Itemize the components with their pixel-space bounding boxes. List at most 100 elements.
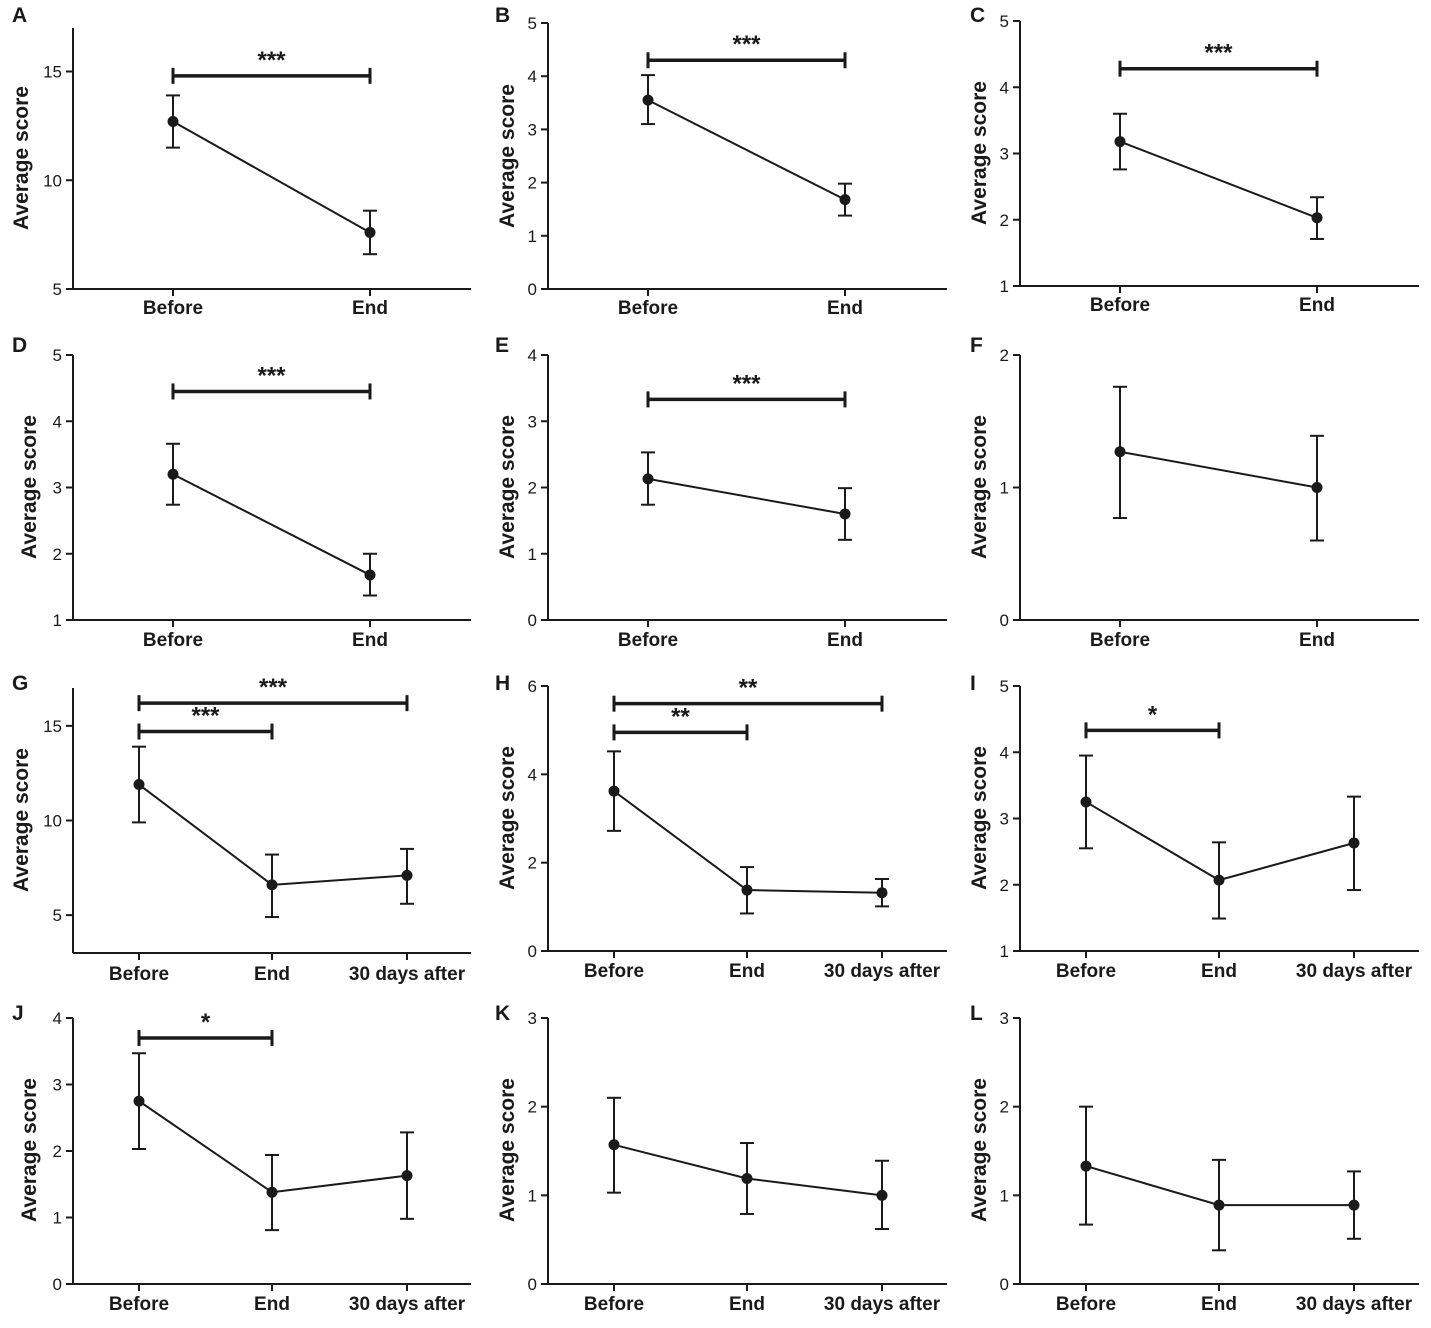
significance-label: *** xyxy=(732,31,761,58)
x-tick-label: Before xyxy=(1056,1294,1116,1315)
chart-panel-l: L 0 1 2 3 Before End 30 days after Average score xyxy=(968,1002,1419,1315)
data-point xyxy=(608,1139,620,1151)
y-tick-label: 2 xyxy=(1000,876,1009,895)
y-tick-label: 5 xyxy=(1000,677,1009,696)
chart-panel-c: C 1 2 3 4 5 Before End Average score *** xyxy=(968,4,1419,316)
y-tick-label: 4 xyxy=(528,765,537,784)
x-tick-label: Before xyxy=(109,964,169,985)
data-point xyxy=(741,1172,753,1184)
y-tick-label: 3 xyxy=(528,412,537,431)
y-tick-label: 3 xyxy=(528,120,537,139)
y-tick-label: 5 xyxy=(53,906,62,925)
x-tick-label: 30 days after xyxy=(824,961,941,982)
data-point xyxy=(1213,1199,1225,1211)
series-line xyxy=(1119,140,1318,219)
x-tick-label: Before xyxy=(584,1294,644,1315)
data-point xyxy=(1114,136,1126,148)
panel-letter: E xyxy=(495,334,509,357)
series-line xyxy=(1119,450,1318,489)
significance-label: *** xyxy=(191,703,220,730)
significance-label: * xyxy=(1148,701,1158,728)
y-tick-label: 5 xyxy=(1000,12,1009,31)
significance-label: ** xyxy=(739,675,758,702)
y-tick-label: 0 xyxy=(528,942,537,961)
y-tick-label: 2 xyxy=(528,1098,537,1117)
x-tick-label: End xyxy=(827,298,863,319)
y-axis-title: Average score xyxy=(496,1078,519,1222)
data-point xyxy=(1080,796,1092,808)
y-tick-label: 0 xyxy=(528,1275,537,1294)
x-tick-label: End xyxy=(1299,630,1335,651)
data-point xyxy=(741,884,753,896)
y-tick-label: 0 xyxy=(1000,1275,1009,1294)
data-point xyxy=(266,1186,278,1198)
y-tick-label: 0 xyxy=(53,1275,62,1294)
chart-panel-e: E 0 1 2 3 4 Before End Average score *** xyxy=(495,334,947,651)
y-tick-label: 10 xyxy=(43,171,62,190)
y-tick-label: 2 xyxy=(53,1142,62,1161)
chart-panel-j: J 0 1 2 3 4 Before End 30 days after Average scor… xyxy=(12,1002,471,1315)
x-tick-label: 30 days after xyxy=(1296,1294,1413,1315)
x-tick-label: Before xyxy=(618,630,678,651)
data-point xyxy=(167,468,179,480)
panel-letter: C xyxy=(970,4,985,27)
x-tick-label: End xyxy=(1201,1294,1237,1315)
data-point xyxy=(608,785,620,797)
data-point xyxy=(401,1170,413,1182)
data-point xyxy=(876,887,888,899)
chart-panel-h: H 0 2 4 6 Before End 30 days after Average score… xyxy=(495,672,947,982)
y-tick-label: 3 xyxy=(53,479,62,498)
series-line xyxy=(647,477,846,515)
y-axis-title: Average score xyxy=(10,748,33,892)
y-tick-label: 3 xyxy=(528,1009,537,1028)
y-tick-label: 2 xyxy=(1000,1098,1009,1117)
data-point xyxy=(1348,837,1360,849)
data-point xyxy=(364,569,376,581)
data-point xyxy=(642,94,654,106)
y-axis-title: Average score xyxy=(968,746,991,890)
y-tick-label: 15 xyxy=(43,717,62,736)
data-point xyxy=(642,473,654,485)
x-tick-label: End xyxy=(352,298,388,319)
x-tick-label: 30 days after xyxy=(349,964,466,985)
data-point xyxy=(266,879,278,891)
x-tick-label: End xyxy=(827,630,863,651)
y-tick-label: 10 xyxy=(43,812,62,831)
x-tick-label: 30 days after xyxy=(349,1294,466,1315)
x-tick-label: End xyxy=(254,1294,290,1315)
x-tick-label: Before xyxy=(1090,295,1150,316)
panel-letter: F xyxy=(970,334,983,357)
y-tick-label: 5 xyxy=(528,14,537,33)
significance-label: *** xyxy=(257,362,286,389)
y-tick-label: 2 xyxy=(528,854,537,873)
series-line xyxy=(172,120,371,234)
series-line xyxy=(172,473,371,576)
y-axis-title: Average score xyxy=(968,1078,991,1222)
significance-label: *** xyxy=(1204,40,1233,67)
y-tick-label: 15 xyxy=(43,63,62,82)
chart-panel-d: D 1 2 3 4 5 Before End Average score *** xyxy=(12,334,471,651)
y-axis-title: Average score xyxy=(496,84,519,228)
y-tick-label: 1 xyxy=(528,1186,537,1205)
y-axis-title: Average score xyxy=(968,81,991,225)
y-tick-label: 1 xyxy=(528,227,537,246)
y-tick-label: 0 xyxy=(528,611,537,630)
panel-letter: I xyxy=(970,672,976,695)
panel-letter: H xyxy=(495,672,510,695)
significance-label: * xyxy=(201,1009,211,1036)
panel-letter: L xyxy=(970,1002,983,1025)
x-tick-label: Before xyxy=(618,298,678,319)
y-axis-title: Average score xyxy=(496,415,519,559)
x-tick-label: End xyxy=(1299,295,1335,316)
data-point xyxy=(167,116,179,128)
y-tick-label: 5 xyxy=(53,280,62,299)
data-point xyxy=(839,508,851,520)
chart-panel-k: K 0 1 2 3 Before End 30 days after Average score xyxy=(495,1002,947,1315)
x-tick-label: End xyxy=(352,630,388,651)
chart-panel-f: F 0 1 2 Before End Average score xyxy=(968,334,1419,651)
y-tick-label: 2 xyxy=(528,479,537,498)
y-tick-label: 5 xyxy=(53,346,62,365)
x-tick-label: Before xyxy=(143,298,203,319)
y-tick-label: 2 xyxy=(1000,346,1009,365)
